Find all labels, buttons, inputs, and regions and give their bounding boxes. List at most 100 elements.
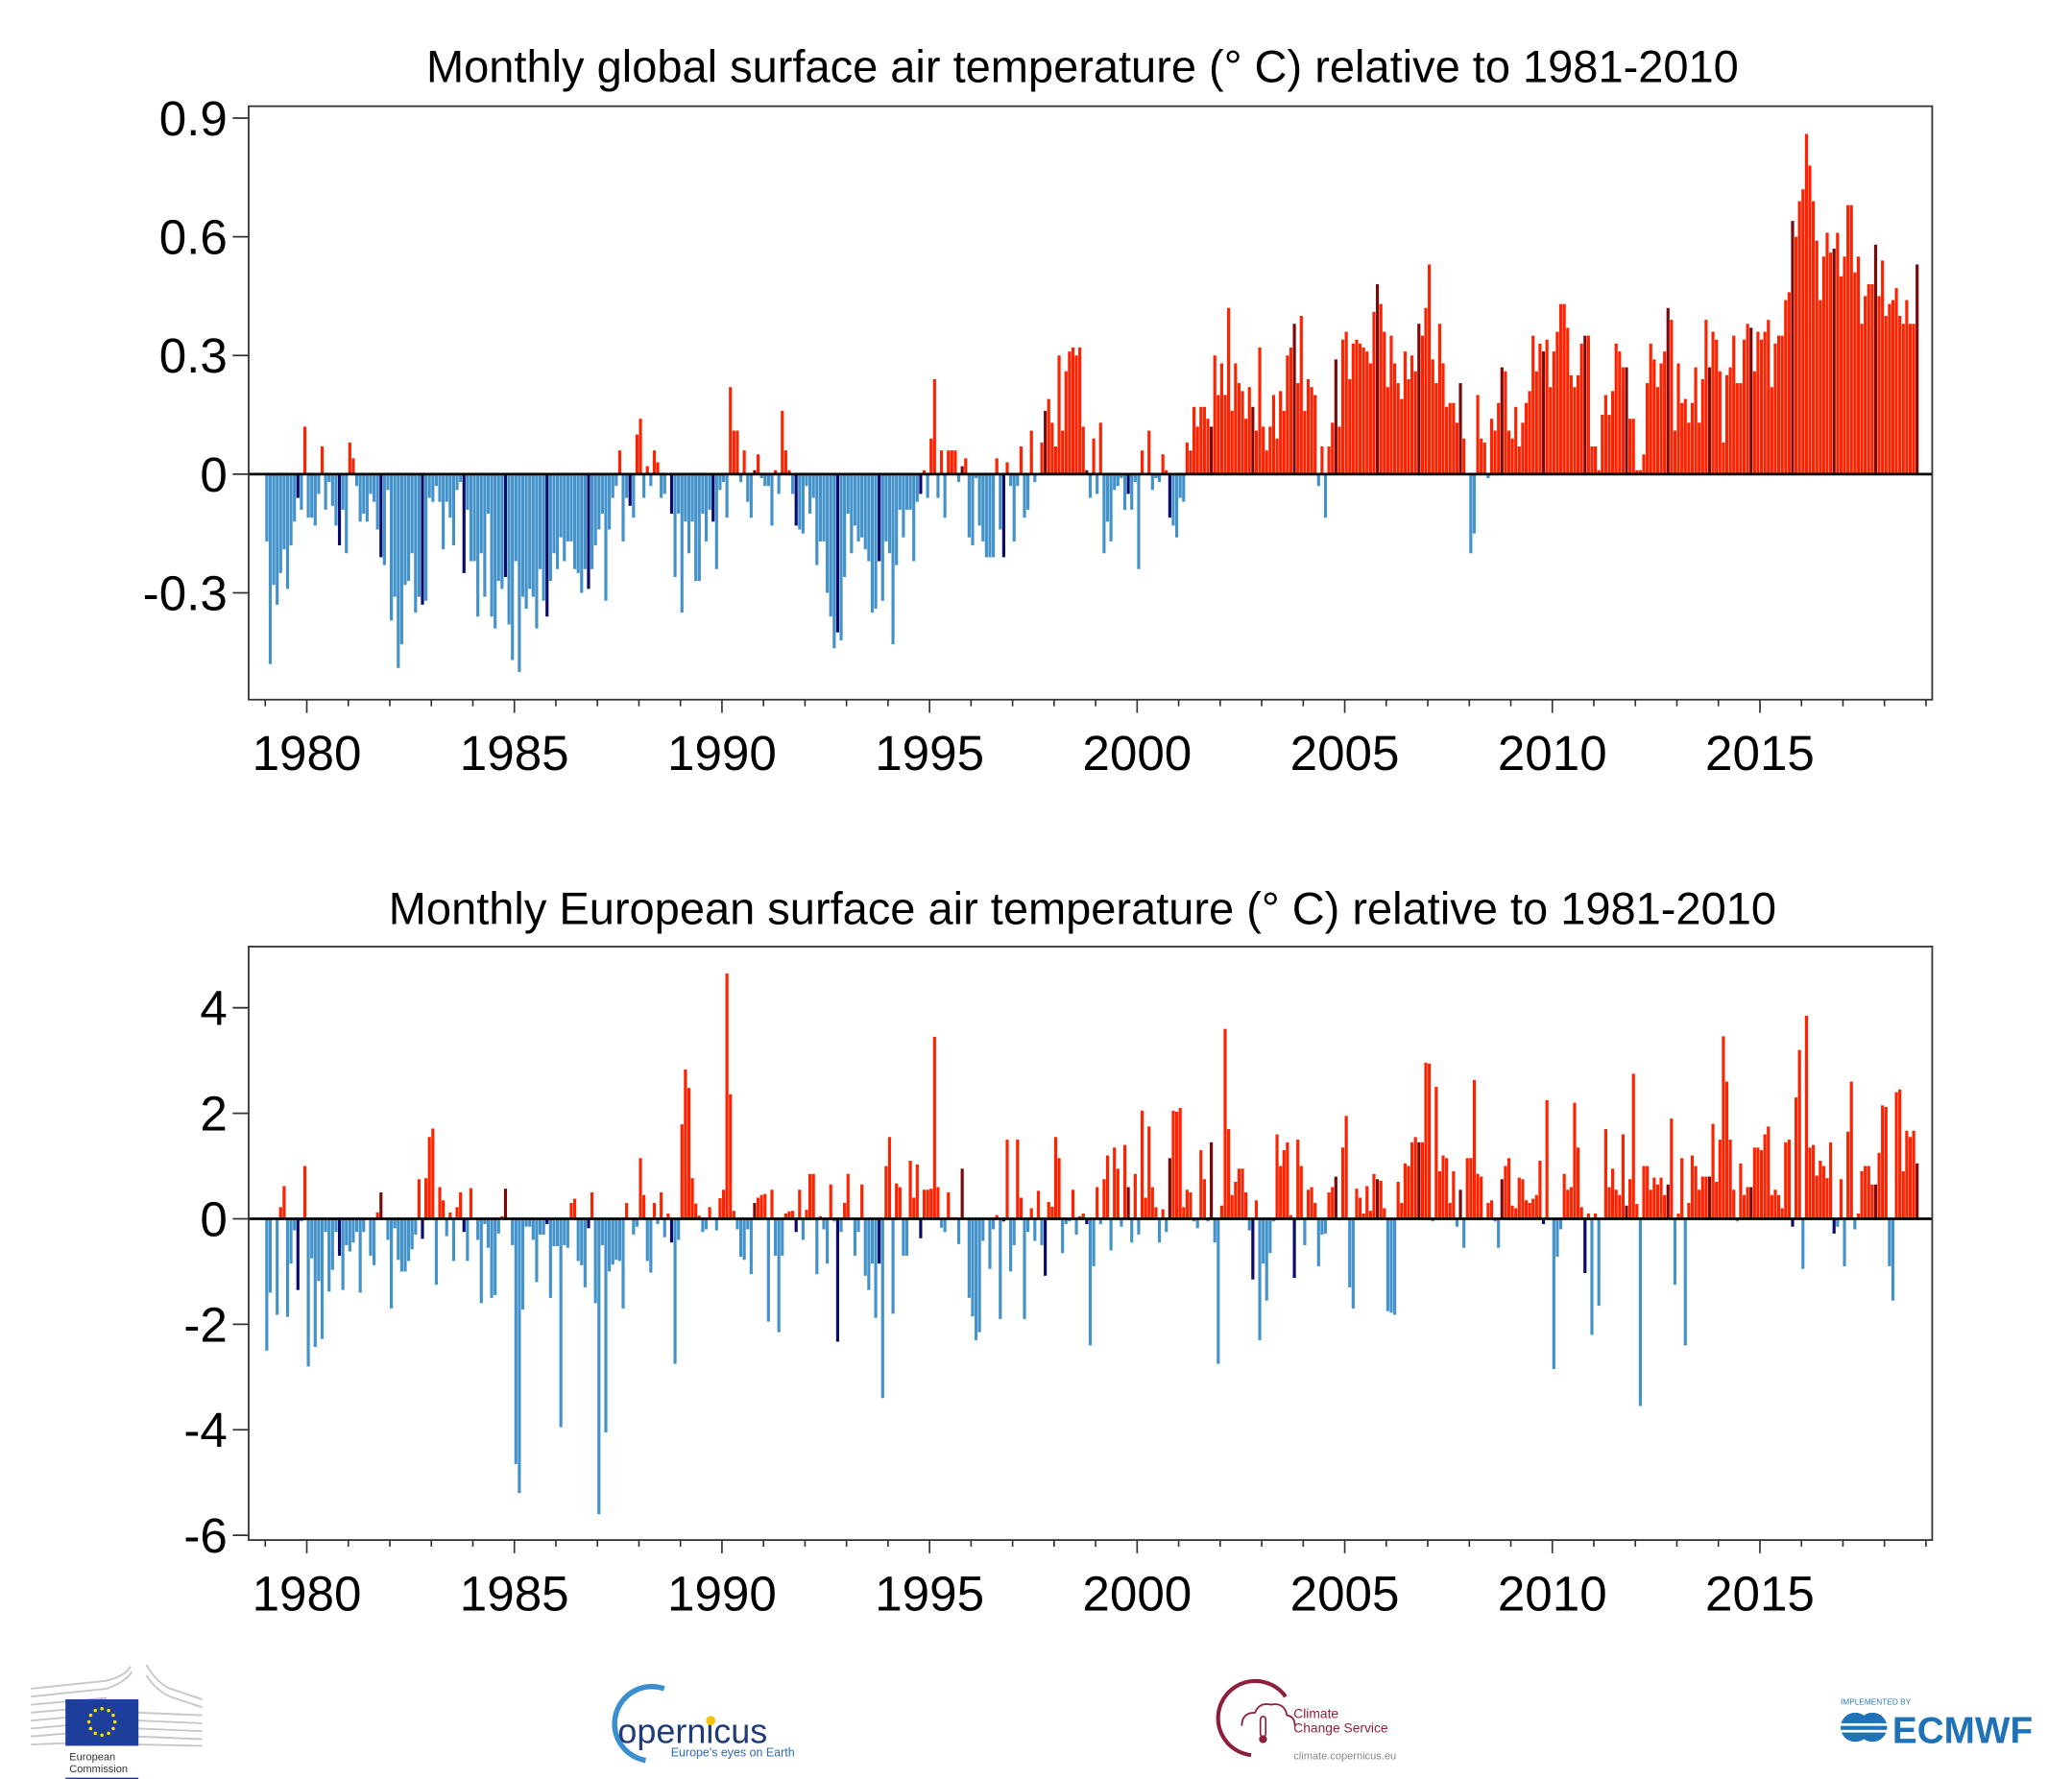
bar: [1361, 1213, 1365, 1219]
bar: [867, 1218, 871, 1290]
bar: [1130, 473, 1134, 510]
bar: [1275, 438, 1279, 474]
bar: [919, 473, 923, 494]
bar: [1836, 232, 1840, 474]
bar: [1759, 339, 1764, 474]
bar: [1558, 303, 1563, 474]
bar: [469, 473, 473, 562]
bar: [348, 1218, 351, 1252]
bar: [860, 473, 864, 538]
ec-label-line2: Commission: [69, 1764, 128, 1775]
bar: [967, 1218, 971, 1298]
bar: [1698, 422, 1701, 474]
bar: [880, 473, 884, 601]
bar: [1884, 1106, 1888, 1219]
bar: [621, 1218, 625, 1309]
bar: [1784, 1142, 1788, 1219]
bars: [248, 133, 1933, 672]
bar: [753, 1202, 757, 1219]
bar: [621, 473, 625, 541]
bar: [1448, 402, 1452, 474]
bar: [694, 1203, 698, 1219]
bar: [431, 473, 435, 502]
bar: [1348, 1218, 1352, 1287]
bar: [850, 473, 854, 554]
bar: [1096, 473, 1099, 494]
bar: [781, 410, 784, 474]
bar: [711, 473, 715, 522]
bar: [1174, 1111, 1179, 1219]
bar: [1801, 1218, 1805, 1269]
bar: [660, 1192, 663, 1219]
bar: [763, 473, 767, 487]
bar: [1199, 1150, 1203, 1219]
bar: [566, 473, 569, 541]
bar: [442, 473, 446, 550]
bar: [1877, 1152, 1881, 1219]
bar: [542, 473, 545, 601]
bar: [1531, 1198, 1535, 1219]
bar: [445, 473, 448, 502]
bar: [1504, 1166, 1507, 1219]
bar: [1137, 1218, 1141, 1235]
bar: [1230, 410, 1234, 474]
y-tick-label: 0.9: [159, 91, 228, 146]
bar: [1728, 367, 1732, 474]
bar: [1531, 335, 1535, 474]
bar: [1517, 446, 1521, 474]
bar: [1005, 1140, 1009, 1219]
bar: [687, 473, 691, 554]
bar: [1489, 1200, 1494, 1219]
bar: [1881, 260, 1885, 474]
bar: [1545, 1099, 1549, 1219]
bar: [1403, 351, 1407, 474]
bar: [1262, 426, 1265, 474]
y-tick-label: 4: [200, 981, 227, 1036]
bar: [856, 1218, 860, 1233]
bar: [999, 473, 1002, 530]
ecmwf-implemented-by: IMPLEMENTED BY: [1841, 1697, 1912, 1707]
bar: [1486, 473, 1490, 478]
bar: [867, 473, 871, 562]
bar: [1700, 1176, 1704, 1219]
bar: [1195, 1218, 1199, 1229]
bar: [379, 1192, 383, 1219]
bar: [1649, 1190, 1652, 1219]
bar: [1555, 1218, 1559, 1258]
bar: [597, 1218, 601, 1515]
bar: [1476, 1173, 1480, 1219]
bar: [1566, 1190, 1570, 1219]
bar: [898, 473, 902, 510]
axis-ticks: 0.9 0.6 0.3 0 -0.3 1980 1985 1990 1995 2000 2005 20…: [143, 91, 1927, 781]
bar: [1355, 1189, 1359, 1219]
bar: [455, 1207, 459, 1219]
bar: [1147, 1126, 1151, 1219]
bar: [1541, 1218, 1546, 1224]
bar: [977, 473, 981, 526]
bar: [362, 473, 366, 515]
bar: [684, 1069, 687, 1219]
bar: [783, 450, 787, 474]
bar: [943, 1218, 947, 1233]
bar: [1299, 1166, 1303, 1219]
bar: [1670, 1118, 1674, 1219]
bar: [669, 473, 674, 515]
bar: [1171, 1110, 1175, 1219]
bar: [265, 1218, 269, 1351]
bar: [1202, 406, 1206, 474]
bar: [524, 473, 528, 609]
bar: [919, 1218, 923, 1238]
bar: [1385, 387, 1389, 474]
global-temperature-chart: Monthly global surface air temperature (…: [143, 41, 1934, 781]
bar: [278, 473, 282, 573]
bar: [649, 473, 653, 487]
y-tick-label: 0.3: [159, 328, 228, 383]
bar: [1102, 473, 1106, 554]
plot-frame: [248, 946, 1934, 1541]
bar: [583, 1218, 587, 1287]
bar: [296, 473, 300, 498]
ecmwf-logo: IMPLEMENTED BY ECMWF: [1840, 1697, 2033, 1752]
bar: [880, 1218, 884, 1399]
bar: [1023, 1218, 1026, 1319]
bar: [580, 473, 584, 593]
